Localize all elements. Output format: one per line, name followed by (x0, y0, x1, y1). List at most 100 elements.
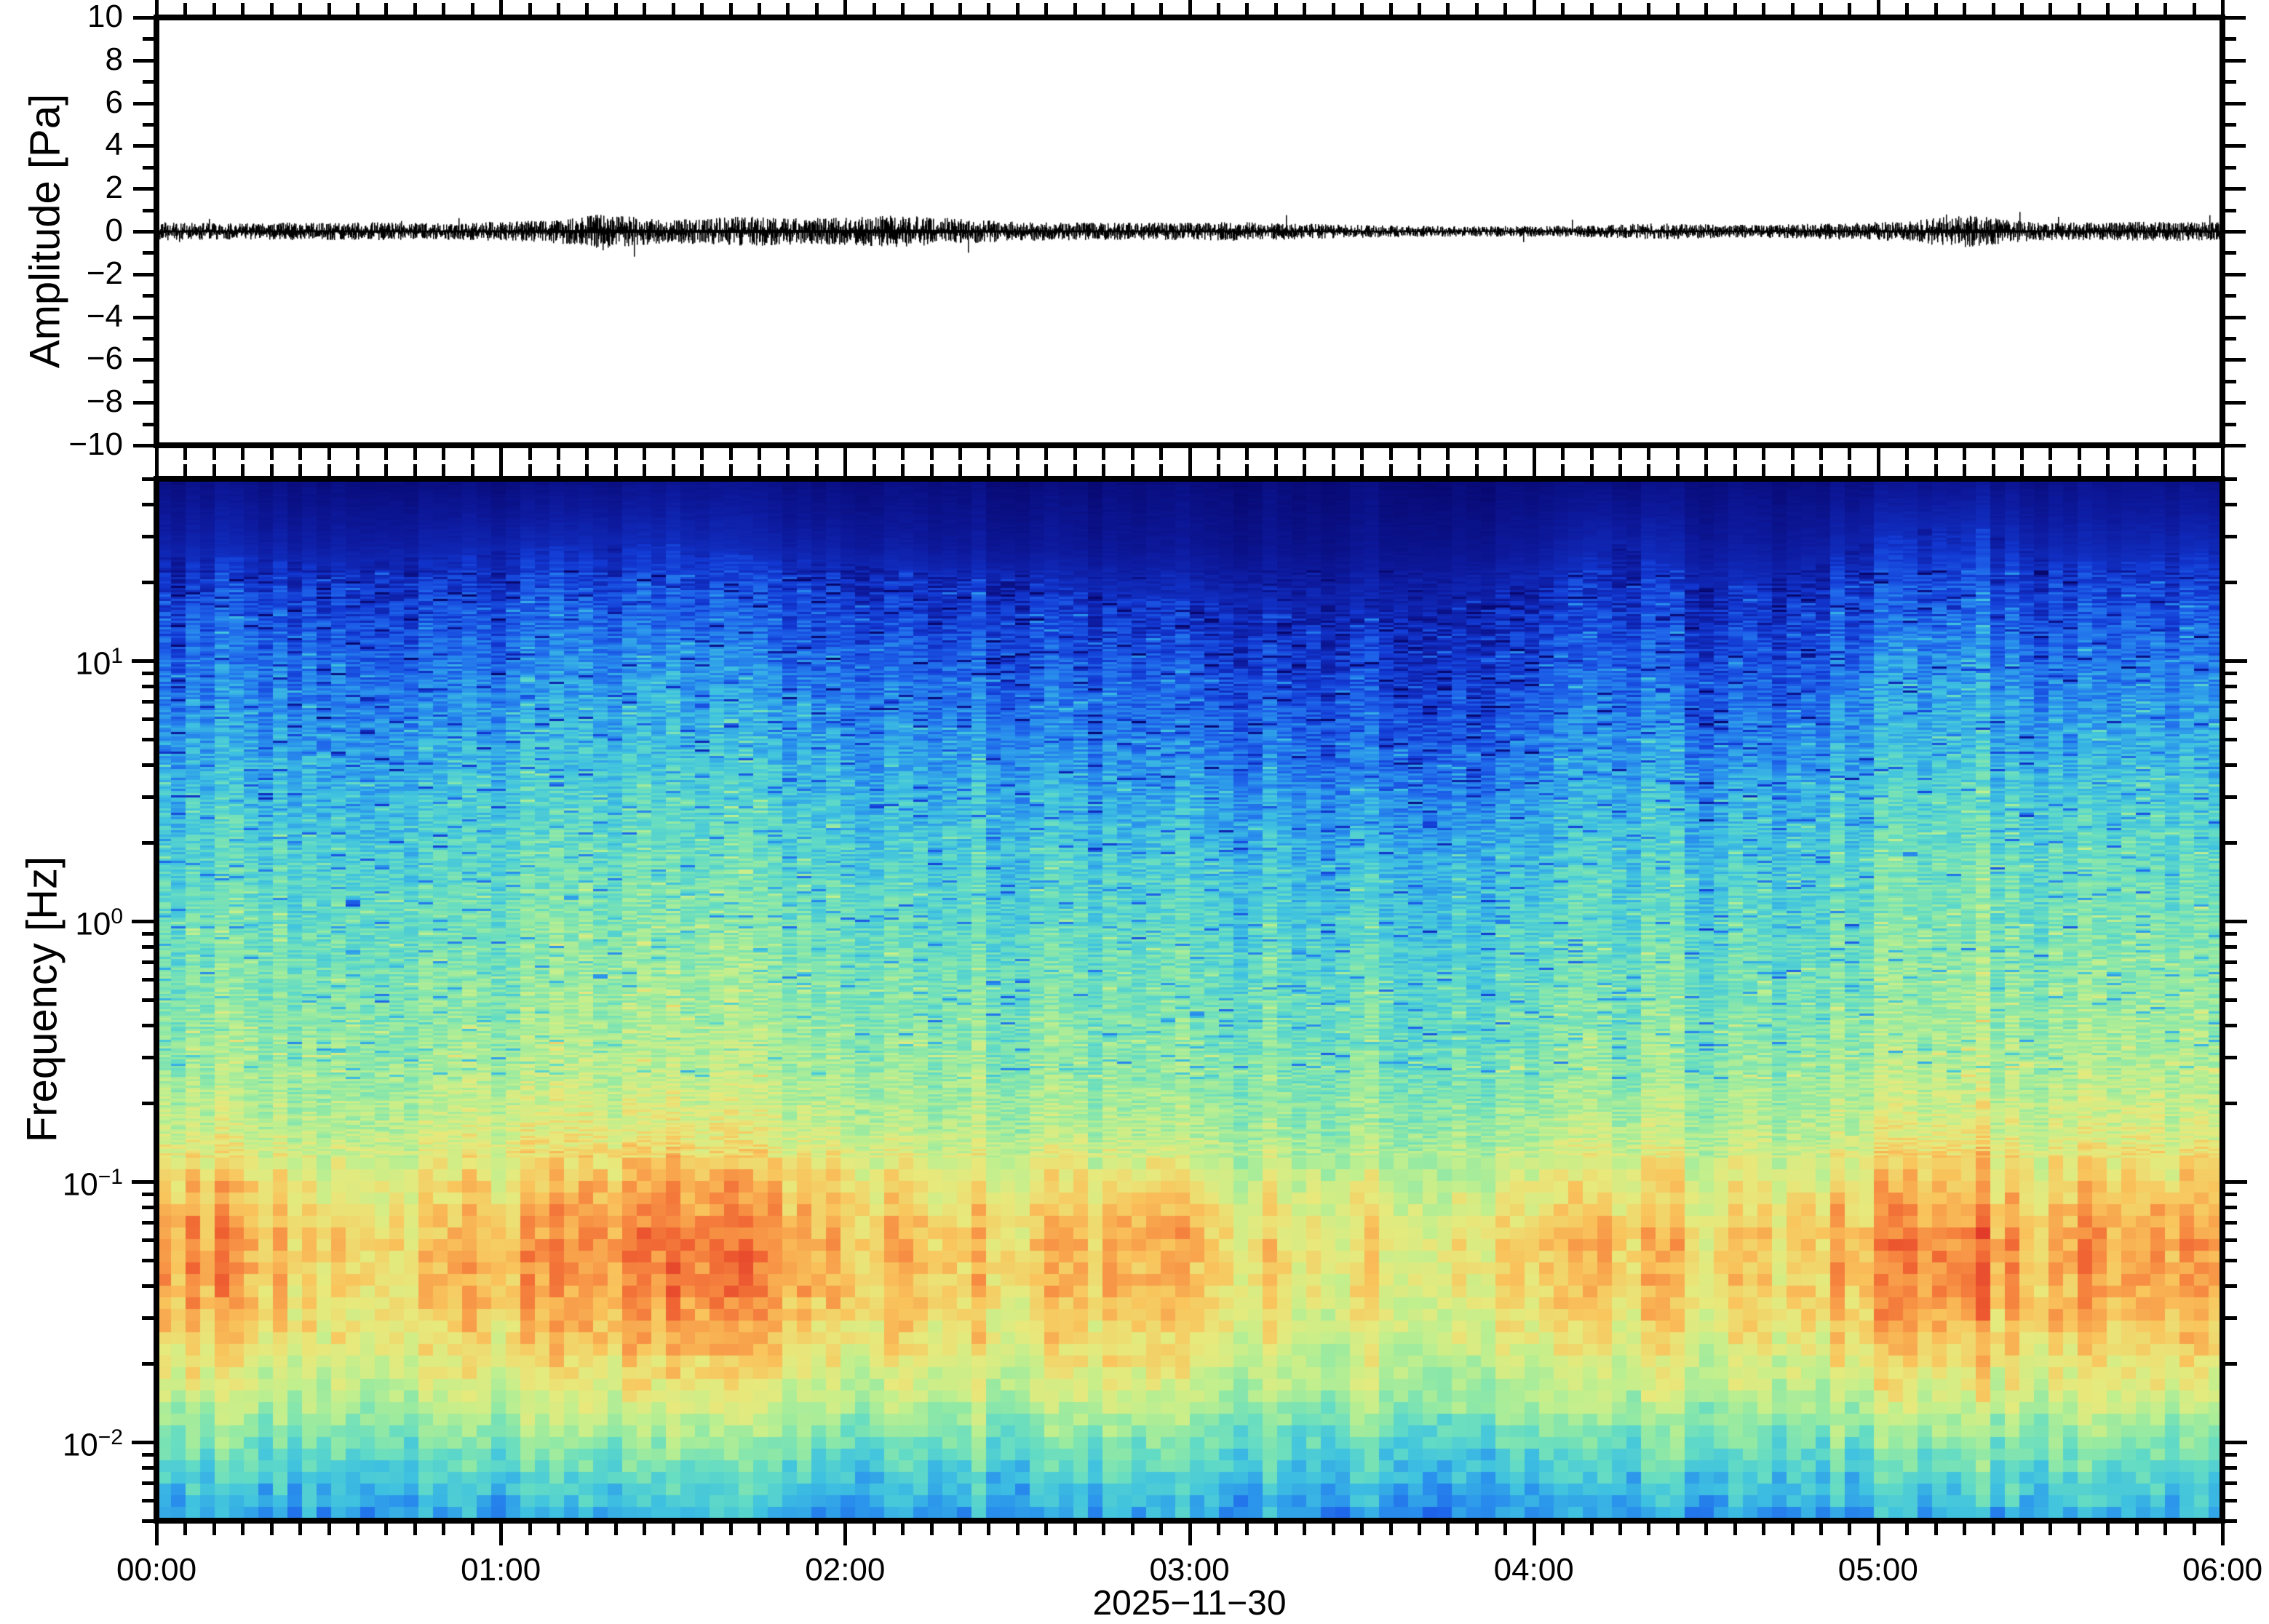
tick-mark (1503, 448, 1508, 460)
tick-mark (2225, 1102, 2237, 1106)
tick-mark (142, 1283, 154, 1288)
tick-mark (1245, 1524, 1249, 1535)
tick-mark (142, 1259, 154, 1262)
tick-mark (1331, 448, 1335, 460)
tick-mark (2134, 448, 2139, 460)
tick-mark (241, 1524, 245, 1535)
tick-mark (901, 3, 905, 15)
tick-mark (1618, 448, 1622, 460)
tick-mark (2225, 671, 2237, 675)
tick-mark (356, 464, 359, 476)
tick-mark (143, 251, 154, 255)
tick-mark (413, 1524, 417, 1535)
tick-mark (1245, 464, 1249, 476)
tick-mark (142, 502, 154, 506)
tick-mark (298, 464, 303, 476)
tick-mark (2225, 795, 2237, 800)
tick-mark (1130, 448, 1134, 460)
tick-mark (1589, 3, 1594, 15)
tick-mark (133, 16, 154, 20)
tick-mark (298, 448, 303, 460)
amplitude-tick-label: −2 (86, 255, 123, 291)
tick-mark (143, 80, 154, 84)
tick-mark (1532, 1524, 1536, 1545)
tick-mark (133, 58, 154, 63)
tick-mark (1819, 448, 1823, 460)
tick-mark (442, 3, 446, 15)
tick-mark (1360, 3, 1364, 15)
tick-mark (2225, 123, 2236, 127)
tick-mark (143, 422, 154, 426)
tick-mark (958, 448, 963, 460)
tick-mark (1474, 464, 1479, 476)
tick-mark (2049, 464, 2053, 476)
tick-mark (1963, 1524, 1967, 1535)
tick-mark (2134, 464, 2139, 476)
tick-mark (728, 3, 733, 15)
tick-mark (470, 1524, 474, 1535)
amplitude-tick-label: −10 (68, 426, 123, 462)
tick-mark (2225, 931, 2237, 936)
tick-mark (1561, 1524, 1565, 1535)
tick-mark (1044, 464, 1049, 476)
tick-mark (528, 3, 532, 15)
tick-mark (384, 464, 389, 476)
tick-mark (758, 3, 762, 15)
tick-mark (758, 1524, 762, 1535)
tick-mark (470, 464, 474, 476)
tick-mark (212, 464, 216, 476)
tick-mark (1876, 454, 1880, 476)
tick-mark (470, 3, 474, 15)
tick-mark (142, 1023, 154, 1027)
tick-mark (1905, 3, 1910, 15)
tick-mark (1130, 1524, 1134, 1535)
tick-mark (2225, 379, 2236, 383)
tick-mark (142, 1465, 154, 1470)
tick-mark (643, 448, 647, 460)
tick-mark (212, 448, 216, 460)
tick-mark (1848, 1524, 1852, 1535)
tick-mark (1245, 448, 1249, 460)
tick-mark (142, 1519, 154, 1523)
tick-mark (1044, 1524, 1049, 1535)
tick-mark (1934, 464, 1938, 476)
tick-mark (2049, 448, 2053, 460)
tick-mark (384, 448, 389, 460)
tick-mark (413, 3, 417, 15)
tick-mark (1503, 3, 1508, 15)
tick-mark (1934, 1524, 1938, 1535)
tick-mark (133, 144, 154, 148)
tick-mark (2225, 581, 2237, 585)
tick-mark (1790, 1524, 1795, 1535)
tick-mark (2225, 1238, 2237, 1242)
tick-mark (143, 37, 154, 41)
tick-mark (1848, 3, 1852, 15)
tick-mark (142, 1238, 154, 1242)
tick-mark (1073, 3, 1077, 15)
tick-mark (2225, 1259, 2237, 1262)
tick-mark (2163, 1524, 2168, 1535)
tick-mark (143, 379, 154, 383)
tick-mark (2225, 920, 2247, 924)
tick-mark (132, 1180, 154, 1185)
tick-mark (1303, 3, 1307, 15)
tick-mark (671, 464, 675, 476)
tick-mark (585, 1524, 589, 1535)
tick-mark (1647, 464, 1651, 476)
tick-mark (1159, 448, 1164, 460)
tick-mark (901, 1524, 905, 1535)
tick-mark (643, 464, 647, 476)
tick-mark (1647, 1524, 1651, 1535)
tick-mark (901, 464, 905, 476)
tick-mark (2225, 1192, 2237, 1196)
tick-mark (2077, 3, 2081, 15)
amplitude-tick-label: 10 (87, 0, 123, 34)
tick-mark (613, 464, 618, 476)
tick-mark (1216, 3, 1220, 15)
tick-mark (1589, 1524, 1594, 1535)
tick-mark (1331, 1524, 1335, 1535)
tick-mark (1934, 448, 1938, 460)
tick-mark (1647, 448, 1651, 460)
amplitude-tick-label: 2 (105, 170, 123, 206)
tick-mark (155, 454, 159, 476)
